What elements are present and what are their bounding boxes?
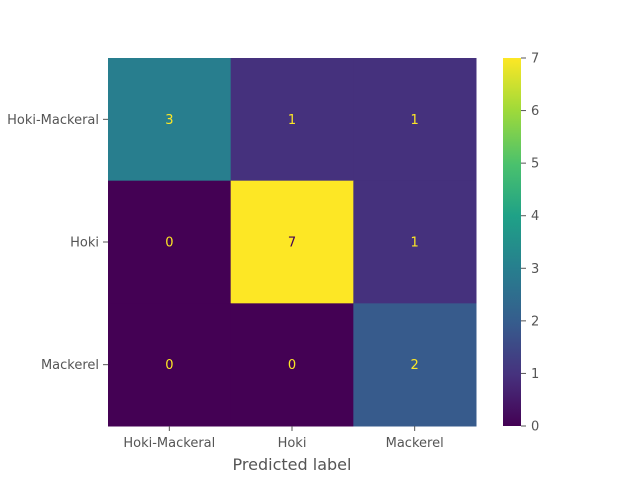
x-tick-label: Hoki bbox=[278, 436, 307, 451]
x-axis-title: Predicted label bbox=[233, 455, 352, 474]
cell-value-label: 1 bbox=[288, 113, 296, 128]
matrix-cell bbox=[108, 180, 232, 304]
y-tick-label: Hoki-Mackeral bbox=[7, 113, 99, 128]
x-axis-ticks: Hoki-Mackeral Hoki Mackerel bbox=[123, 426, 444, 451]
matrix-cell bbox=[353, 58, 477, 182]
matrix-cell bbox=[108, 58, 232, 182]
cell-value-label: 0 bbox=[288, 358, 296, 373]
y-tick-label: Hoki bbox=[70, 236, 99, 251]
matrix-cell bbox=[353, 180, 477, 304]
colorbar-tick-label: 4 bbox=[531, 209, 539, 224]
matrix-cell bbox=[230, 58, 354, 182]
x-tick-label: Hoki-Mackeral bbox=[123, 436, 215, 451]
colorbar-tick-label: 5 bbox=[531, 157, 539, 172]
cell-value-label: 0 bbox=[165, 358, 173, 373]
cell-value-label: 0 bbox=[165, 236, 173, 251]
cell-value-labels: 3 1 1 0 7 1 0 0 2 bbox=[165, 113, 419, 373]
x-tick-label: Mackerel bbox=[386, 436, 444, 451]
colorbar-tick-label: 0 bbox=[531, 420, 539, 435]
colorbar bbox=[503, 58, 521, 426]
cell-value-label: 1 bbox=[411, 113, 419, 128]
colorbar-tick-label: 2 bbox=[531, 314, 539, 329]
colorbar-tick-label: 3 bbox=[531, 262, 539, 277]
colorbar-ticks: 0 1 2 3 4 5 6 7 bbox=[521, 52, 539, 435]
matrix-cells bbox=[108, 58, 477, 427]
y-tick-label: Mackerel bbox=[41, 358, 99, 373]
colorbar-tick-label: 1 bbox=[531, 367, 539, 382]
y-axis-ticks: Hoki-Mackeral Hoki Mackerel bbox=[7, 113, 108, 373]
cell-value-label: 1 bbox=[411, 236, 419, 251]
colorbar-tick-label: 6 bbox=[531, 104, 539, 119]
colorbar-tick-label: 7 bbox=[531, 52, 539, 67]
cell-value-label: 7 bbox=[288, 236, 296, 251]
cell-value-label: 2 bbox=[411, 358, 419, 373]
matrix-cell bbox=[230, 303, 354, 427]
matrix-cell bbox=[108, 303, 232, 427]
matrix-cell bbox=[353, 303, 477, 427]
cell-value-label: 3 bbox=[165, 113, 173, 128]
matrix-cell bbox=[230, 180, 354, 304]
